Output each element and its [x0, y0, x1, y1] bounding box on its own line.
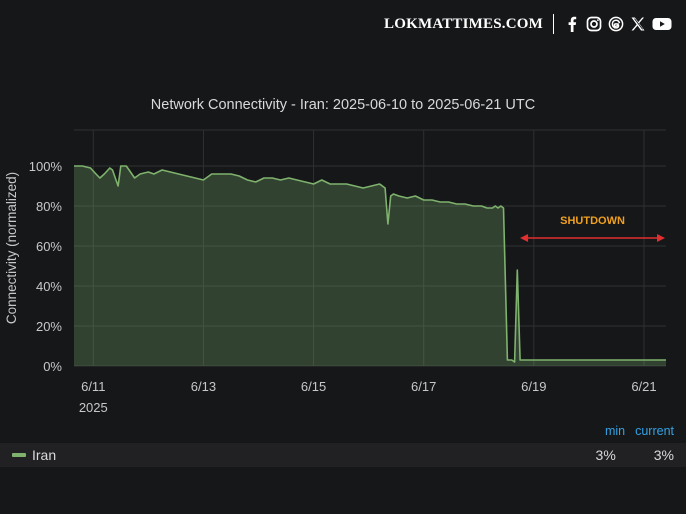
x-tick-label: 6/19 — [521, 379, 546, 394]
x-tick-label: 6/11 — [81, 379, 105, 394]
x-tick-label: 6/13 — [191, 379, 216, 394]
shutdown-annotation: SHUTDOWN — [520, 215, 665, 242]
legend-col-min[interactable]: min — [604, 424, 626, 438]
x-tick-label: 6/17 — [411, 379, 436, 394]
annotation-arrow-left — [520, 234, 529, 242]
y-tick-label: 100% — [29, 159, 63, 174]
x-axis: 6/11 6/13 6/15 6/17 6/19 6/21 2025 — [79, 379, 657, 415]
y-axis-label: Connectivity (normalized) — [4, 172, 19, 324]
brand-name: LOKMATTIMES.COM — [384, 15, 543, 32]
brand-header: LOKMATTIMES.COM — [384, 14, 672, 34]
legend-header: min current — [605, 424, 674, 438]
brand-divider — [553, 14, 554, 34]
series-line-iran — [74, 165, 666, 363]
x-tick-label: 6/15 — [301, 379, 326, 394]
threads-icon[interactable] — [608, 16, 624, 32]
facebook-icon[interactable] — [564, 16, 580, 32]
annotation-label: SHUTDOWN — [560, 215, 625, 227]
legend-row[interactable]: Iran 3% 3% — [0, 443, 686, 467]
legend-swatch — [12, 453, 26, 457]
y-axis: 0% 20% 40% 60% 80% 100% — [29, 159, 63, 374]
youtube-icon[interactable] — [652, 16, 672, 32]
legend-min-value: 3% — [595, 447, 616, 463]
legend-current-value: 3% — [653, 447, 674, 463]
series-area-iran — [74, 166, 666, 366]
y-tick-label: 80% — [36, 199, 62, 214]
y-tick-label: 40% — [36, 279, 62, 294]
instagram-icon[interactable] — [586, 16, 602, 32]
annotation-arrow-right — [657, 234, 665, 242]
y-tick-label: 60% — [36, 239, 62, 254]
legend-series-name[interactable]: Iran — [32, 447, 57, 463]
connectivity-chart: SHUTDOWN 0% 20% 40% 60% 80% 100% 6/11 6/13 6/15… — [4, 129, 666, 415]
chart-grid — [74, 129, 666, 367]
chart-title: Network Connectivity - Iran: 2025-06-10 … — [150, 97, 536, 113]
legend-col-current[interactable]: current — [635, 424, 674, 438]
chart-area — [74, 165, 666, 366]
y-tick-label: 0% — [43, 359, 62, 374]
x-tick-label: 6/21 — [631, 379, 656, 394]
y-tick-label: 20% — [36, 319, 62, 334]
x-year-label: 2025 — [79, 400, 108, 415]
x-icon[interactable] — [630, 16, 646, 32]
